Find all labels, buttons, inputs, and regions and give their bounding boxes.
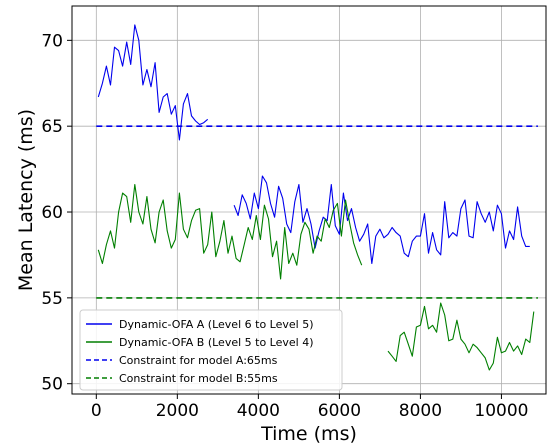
legend: Dynamic-OFA A (Level 6 to Level 5) Dynami… — [79, 309, 343, 391]
series-line — [97, 183, 363, 280]
x-tick-label: 10000 — [474, 401, 528, 421]
legend-item: Dynamic-OFA B (Level 5 to Level 4) — [86, 336, 314, 349]
series-2 — [97, 183, 535, 371]
legend-label: Constraint for model A:65ms — [119, 354, 278, 367]
legend-box — [79, 309, 343, 391]
legend-item: Constraint for model A:65ms — [86, 354, 278, 367]
x-tick-label: 2000 — [156, 401, 199, 421]
series-line — [387, 302, 535, 371]
legend-item: Dynamic-OFA A (Level 6 to Level 5) — [86, 318, 314, 331]
series-line — [97, 24, 209, 141]
y-tick-label: 60 — [41, 203, 63, 223]
legend-label: Constraint for model B:55ms — [119, 372, 278, 385]
y-tick-label: 55 — [41, 289, 63, 309]
x-tick-label: 8000 — [399, 401, 442, 421]
y-axis-label: Mean Latency (ms) — [15, 109, 37, 291]
series-lines — [96, 24, 538, 371]
axis-ticks: 0 2000 4000 6000 8000 10000 50 55 60 65 70 — [41, 31, 528, 421]
y-tick-label: 65 — [41, 117, 63, 137]
y-tick-label: 50 — [41, 375, 63, 395]
x-tick-label: 0 — [91, 401, 102, 421]
x-tick-label: 6000 — [318, 401, 361, 421]
series-line — [233, 175, 530, 265]
plot-frame — [71, 5, 547, 395]
legend-label: Dynamic-OFA B (Level 5 to Level 4) — [119, 336, 314, 349]
x-tick-label: 4000 — [237, 401, 280, 421]
series-1 — [97, 24, 530, 265]
legend-item: Constraint for model B:55ms — [86, 372, 278, 385]
x-axis-label: Time (ms) — [260, 423, 357, 445]
legend-label: Dynamic-OFA A (Level 6 to Level 5) — [119, 318, 314, 331]
y-tick-label: 70 — [41, 31, 63, 51]
